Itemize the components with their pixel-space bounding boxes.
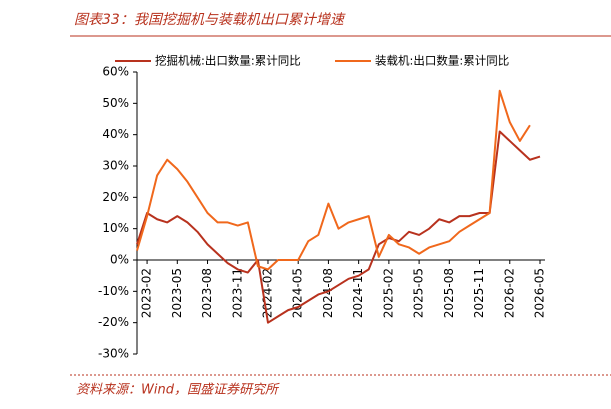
x-tick-label: 2023-02 — [140, 268, 154, 318]
x-tick-label: 2025-02 — [381, 268, 395, 318]
x-tick-label: 2023-08 — [200, 268, 214, 318]
x-tick-label: 2026-02 — [502, 268, 516, 318]
x-tick-label: 2024-02 — [260, 268, 274, 318]
x-tick-label: 2025-05 — [412, 268, 426, 318]
legend-label: 装载机:出口数量:累计同比 — [375, 54, 509, 68]
legend-label: 挖掘机械:出口数量:累计同比 — [155, 54, 301, 68]
x-tick-label: 2023-11 — [230, 268, 244, 318]
y-tick-label: 10% — [102, 221, 129, 235]
y-tick-label: -30% — [98, 347, 129, 361]
x-tick-label: 2026-05 — [533, 268, 547, 318]
y-tick-label: 20% — [102, 190, 129, 204]
series-line — [136, 89, 531, 271]
x-tick-label: 2025-11 — [472, 268, 486, 318]
y-tick-label: 60% — [102, 65, 129, 79]
x-tick-label: 2025-08 — [442, 268, 456, 318]
y-tick-label: 40% — [102, 127, 129, 141]
x-tick-label: 2024-11 — [351, 268, 365, 318]
y-tick-label: -10% — [98, 284, 129, 298]
y-tick-label: 50% — [102, 96, 129, 110]
y-tick-label: -20% — [98, 315, 129, 329]
x-tick-label: 2023-05 — [170, 268, 184, 318]
series-line — [136, 130, 541, 324]
source: 资料来源：Wind，国盛证券研究所 — [76, 382, 280, 398]
chart-title: 图表33：我国挖掘机与装载机出口累计增速 — [74, 12, 346, 28]
x-tick-label: 2024-05 — [291, 268, 305, 318]
y-tick-label: 0% — [110, 253, 129, 267]
y-tick-label: 30% — [102, 159, 129, 173]
x-tick-label: 2024-08 — [321, 268, 335, 318]
